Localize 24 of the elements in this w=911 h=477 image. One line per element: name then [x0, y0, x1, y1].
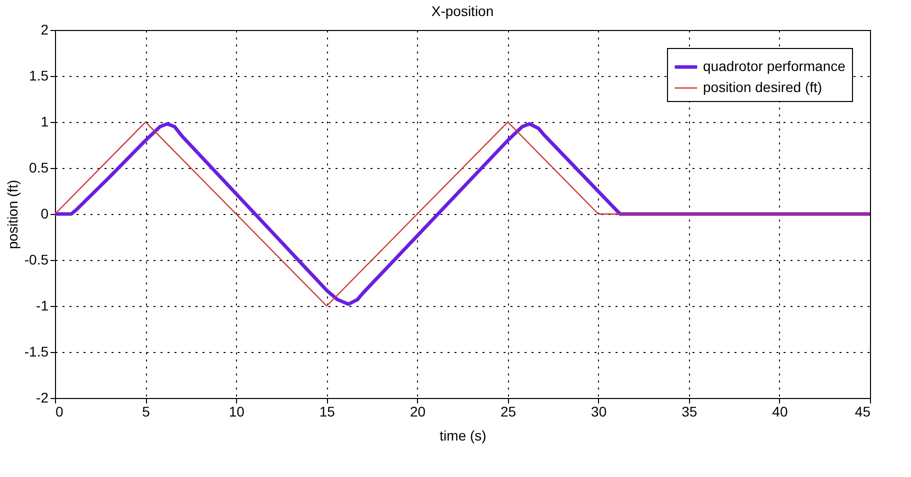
- x-tick-label: 35: [682, 404, 698, 420]
- x-tick-label: 10: [228, 404, 245, 420]
- x-tick-label: 20: [410, 404, 426, 420]
- y-tick-label: -1.5: [24, 344, 49, 360]
- x-tick-label: 30: [591, 404, 607, 420]
- y-tick-label: -1: [36, 298, 49, 314]
- y-tick-label: 1.5: [29, 68, 49, 84]
- y-axis-title: position (ft): [4, 180, 20, 250]
- y-tick-label: 2: [40, 22, 49, 38]
- y-tick-label: 1: [40, 114, 49, 130]
- y-tick-label: -2: [36, 390, 49, 406]
- y-tick-label: 0: [40, 206, 49, 222]
- y-tick-label: 0.5: [29, 160, 49, 176]
- x-axis-title: time (s): [440, 428, 486, 444]
- x-tick-label: 0: [56, 404, 64, 420]
- chart-title: X-position: [431, 3, 494, 19]
- legend-label: quadrotor performance: [703, 58, 846, 74]
- x-tick-label: 45: [854, 404, 871, 420]
- x-tick-label: 40: [772, 404, 788, 420]
- y-tick-label: -0.5: [24, 252, 49, 268]
- x-tick-label: 5: [142, 404, 150, 420]
- legend-label: position desired (ft): [703, 79, 822, 95]
- x-tick-label: 25: [500, 404, 516, 420]
- x-tick-label: 15: [319, 404, 336, 420]
